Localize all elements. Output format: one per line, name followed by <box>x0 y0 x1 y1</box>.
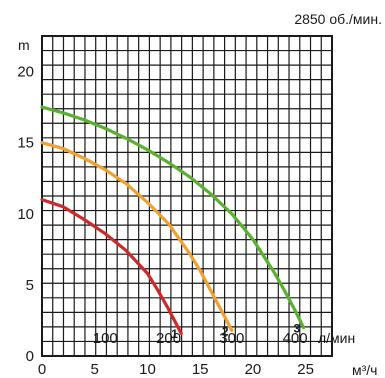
x-ticks-m3h: 0 5 10 15 20 25 <box>38 361 314 378</box>
curve-label-2: 2 <box>222 324 229 338</box>
curve-1 <box>40 198 183 335</box>
x-tick-label-m3h: 20 <box>245 361 262 378</box>
curve-label-1: 1 <box>171 327 178 341</box>
y-ticks: 0 5 10 15 20 <box>17 64 34 365</box>
curve-3 <box>40 105 306 330</box>
x-tick-label-m3h: 15 <box>192 361 209 378</box>
x-tick-label-m3h: 25 <box>297 361 314 378</box>
x-tick-label-m3h: 5 <box>91 361 99 378</box>
grid <box>41 35 333 357</box>
x-tick-label-lpm: 100 <box>93 330 118 347</box>
y-tick-label: 10 <box>17 206 34 223</box>
curves: 1 2 3 <box>40 105 306 341</box>
curve-2 <box>40 141 234 332</box>
x-tick-label-m3h: 0 <box>38 361 46 378</box>
x-tick-label-lpm: 200 <box>156 330 181 347</box>
y-tick-label: 5 <box>26 277 34 294</box>
x-tick-label-lpm: 300 <box>219 330 244 347</box>
x-axis-label-lpm: л/мин <box>318 330 355 346</box>
x-tick-label-m3h: 10 <box>139 361 156 378</box>
y-tick-label: 15 <box>17 135 34 152</box>
y-tick-label: 0 <box>26 348 34 365</box>
x-ticks-lpm: 100 200 300 400 <box>93 330 308 347</box>
y-axis-label: m <box>18 37 30 53</box>
curve-label-3: 3 <box>294 322 301 336</box>
chart-title: 2850 об./мин. <box>294 11 382 27</box>
x-axis-label-m3h: м³/ч <box>352 362 377 378</box>
x-tick-label-lpm: 400 <box>283 330 308 347</box>
y-tick-label: 20 <box>17 64 34 81</box>
